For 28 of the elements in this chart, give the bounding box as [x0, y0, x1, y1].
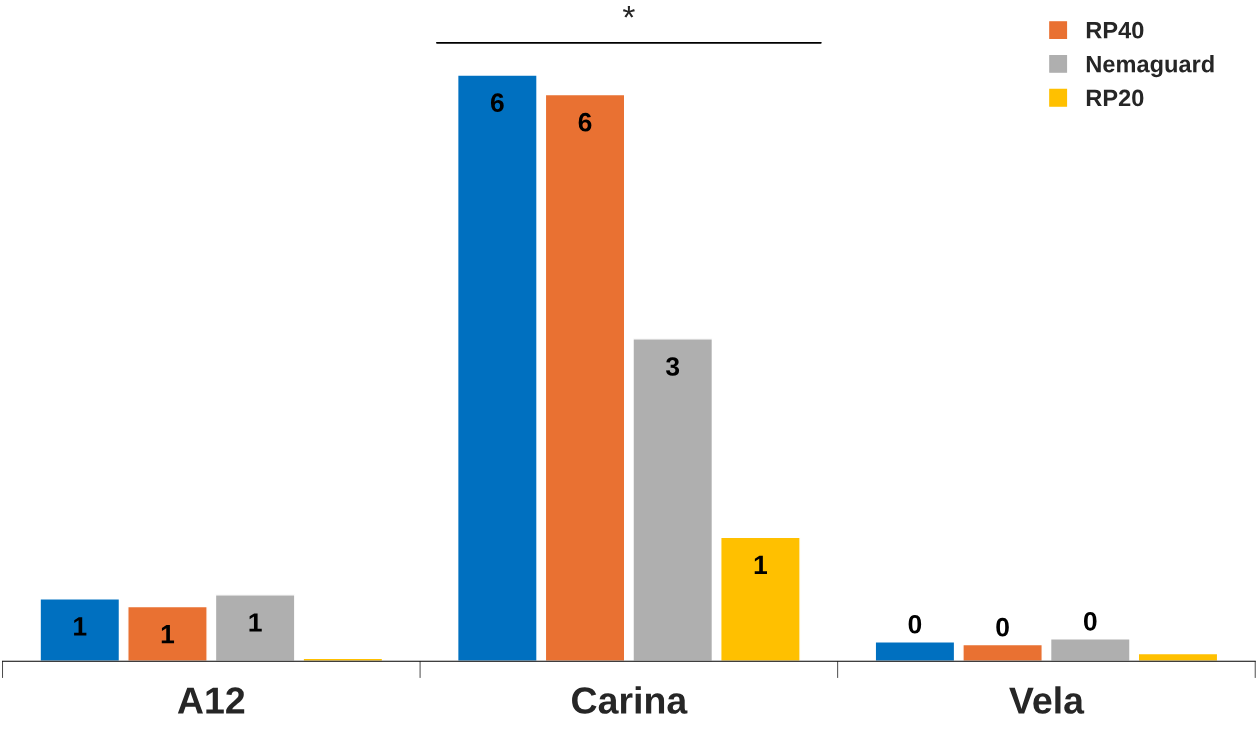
- x-tick-label: Vela: [1009, 686, 1085, 714]
- legend-label: Nemaguard: [1086, 55, 1214, 78]
- bar: [127, 605, 208, 662]
- legend-label: RP40: [1086, 21, 1144, 39]
- data-label: 0: [1083, 611, 1097, 631]
- data-label: 0: [996, 617, 1009, 637]
- bar: [456, 74, 538, 662]
- bar: [1137, 652, 1219, 662]
- data-label: 6: [490, 93, 504, 113]
- bar: [632, 338, 714, 662]
- bar: [214, 594, 296, 662]
- bar: [962, 643, 1043, 662]
- data-label: 1: [754, 555, 768, 574]
- text: *: [622, 5, 635, 18]
- bar: [720, 536, 801, 662]
- bar: [1049, 638, 1131, 662]
- data-label: 0: [908, 614, 922, 634]
- data-label: 1: [249, 613, 262, 632]
- data-label: 1: [161, 625, 175, 644]
- data-label: 1: [74, 617, 87, 636]
- bar: [874, 641, 956, 662]
- legend-label: RP20: [1086, 89, 1144, 107]
- bar: [39, 598, 121, 662]
- bar: [544, 93, 626, 662]
- x-tick-label: A12: [177, 687, 245, 714]
- x-tick-label: Carina: [572, 686, 688, 714]
- data-label: 6: [578, 112, 592, 132]
- data-label: 3: [665, 357, 680, 376]
